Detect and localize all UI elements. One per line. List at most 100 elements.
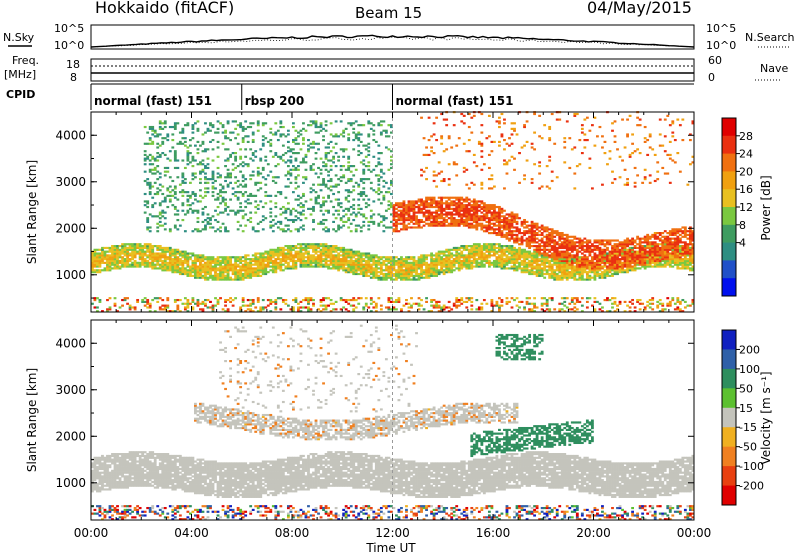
power-cell [161, 267, 165, 270]
power-cell [286, 170, 290, 173]
power-cell [133, 250, 137, 253]
power-cell [465, 198, 469, 201]
power-cell [508, 228, 511, 231]
power-cell [319, 300, 323, 303]
power-cell [188, 204, 192, 207]
power-cell [161, 252, 165, 255]
power-cell [372, 200, 376, 203]
power-cell [407, 211, 411, 214]
power-cell [241, 140, 245, 143]
power-cell [93, 263, 97, 266]
power-cell [299, 196, 303, 199]
power-cell [367, 146, 371, 149]
power-cell [327, 196, 330, 199]
power-cell [143, 142, 147, 145]
power-cell [362, 192, 366, 196]
power-cell [530, 271, 534, 274]
power-cell [113, 256, 117, 259]
power-cell [462, 205, 466, 209]
power-cell [214, 265, 217, 268]
power-cell [475, 298, 479, 302]
power-cell [525, 271, 529, 274]
power-cell [116, 254, 119, 257]
power-cell [302, 122, 305, 125]
power-cell [435, 215, 439, 218]
power-cell [528, 250, 531, 253]
power-cell [359, 297, 363, 300]
power-cell [171, 125, 175, 129]
power-cell [256, 222, 260, 225]
power-cell [309, 146, 313, 149]
power-cell [191, 157, 195, 160]
power-cell [425, 211, 428, 214]
power-cell [538, 263, 542, 266]
power-cell [425, 254, 428, 257]
power-cell [530, 142, 534, 145]
power-cell [214, 209, 217, 212]
power-cell [405, 263, 408, 266]
power-cell [241, 215, 245, 218]
power-cell [224, 202, 227, 205]
power-cell [171, 194, 175, 197]
power-cell [357, 250, 361, 253]
power-cell [294, 228, 298, 231]
power-cell [347, 218, 351, 222]
power-cell [420, 267, 423, 270]
power-cell [450, 215, 454, 218]
power-cell [269, 194, 273, 197]
power-cell [292, 207, 295, 210]
power-cell [259, 263, 263, 266]
power-cell [568, 241, 572, 244]
power-cell [467, 265, 471, 268]
power-cell [538, 269, 542, 272]
power-cell [477, 200, 481, 203]
power-cell [395, 207, 398, 210]
power-cell [374, 140, 378, 143]
power-cell [357, 131, 361, 134]
power-cell [264, 256, 268, 259]
power-cell [415, 259, 418, 263]
power-cell [324, 243, 328, 246]
power-cell [548, 241, 552, 244]
power-cell [533, 148, 537, 151]
power-cell [362, 187, 366, 190]
power-cell [460, 198, 464, 201]
power-cell [430, 198, 433, 201]
power-cell [405, 217, 408, 220]
power-cell [199, 256, 202, 259]
power-cell [445, 196, 449, 199]
power-cell [452, 302, 456, 305]
power-cell [176, 248, 180, 251]
power-cell [462, 258, 466, 261]
power-cell [402, 218, 406, 222]
power-cell [201, 213, 205, 216]
power-cell [254, 205, 258, 209]
power-cell [560, 256, 564, 259]
power-cell [131, 245, 135, 248]
power-cell [565, 276, 569, 279]
power-cell [286, 178, 290, 181]
power-cell [372, 267, 376, 270]
power-cell [171, 263, 175, 266]
power-cell [422, 137, 426, 140]
power-cell [354, 137, 358, 140]
power-cell [548, 265, 552, 268]
power-cell [244, 272, 248, 276]
power-cell [214, 267, 217, 270]
power-cell [196, 271, 200, 274]
power-cell [415, 202, 418, 205]
power-cell [286, 245, 290, 248]
power-cell [480, 222, 484, 225]
power-cell [452, 263, 456, 266]
power-cell [181, 131, 185, 134]
power-cell [334, 261, 338, 264]
power-cell [292, 259, 295, 263]
power-cell [91, 252, 94, 255]
power-cell [324, 259, 328, 263]
power-cell [457, 213, 461, 216]
power-cell [550, 179, 554, 183]
power-cell [206, 265, 210, 268]
power-cell [186, 124, 190, 127]
power-cell [525, 252, 529, 255]
power-cell [447, 271, 451, 274]
